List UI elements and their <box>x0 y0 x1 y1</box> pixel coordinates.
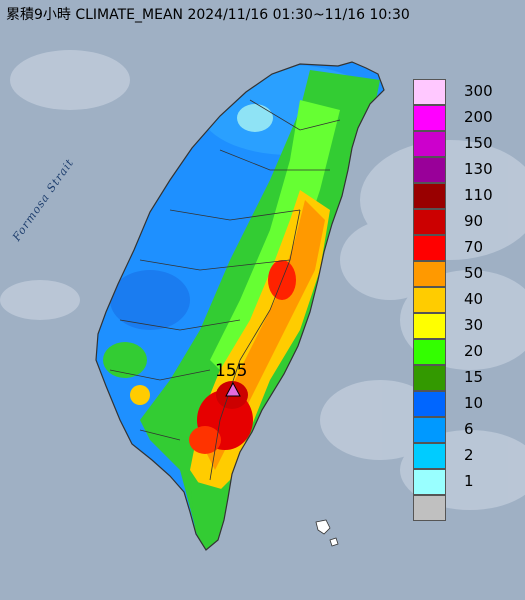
legend-item: 1 <box>413 469 525 495</box>
legend-item: 70 <box>413 235 525 261</box>
legend-swatch <box>413 157 446 183</box>
legend-item: 110 <box>413 183 525 209</box>
orchid-island <box>329 537 339 547</box>
legend-label: 2 <box>464 446 474 464</box>
legend-swatch <box>413 495 446 521</box>
legend-label: 6 <box>464 420 474 438</box>
legend-item: 20 <box>413 339 525 365</box>
county-boundaries <box>109 99 341 481</box>
legend-swatch <box>413 235 446 261</box>
legend-item: 150 <box>413 131 525 157</box>
max-rainfall-marker <box>225 381 241 397</box>
legend-swatch <box>413 417 446 443</box>
legend-label: 20 <box>464 342 484 360</box>
legend-item: 200 <box>413 105 525 131</box>
legend-label: 10 <box>464 394 484 412</box>
legend-label: 90 <box>464 212 484 230</box>
legend-item <box>413 495 525 521</box>
legend-item: 15 <box>413 365 525 391</box>
legend-label: 1 <box>464 472 474 490</box>
legend-item: 130 <box>413 157 525 183</box>
green-island <box>315 519 331 535</box>
max-value-label: 155 <box>215 361 248 381</box>
legend-item: 40 <box>413 287 525 313</box>
legend-swatch <box>413 183 446 209</box>
legend-item: 50 <box>413 261 525 287</box>
legend-swatch <box>413 287 446 313</box>
legend-item: 10 <box>413 391 525 417</box>
legend-label: 40 <box>464 290 484 308</box>
legend-label: 30 <box>464 316 484 334</box>
legend-item: 90 <box>413 209 525 235</box>
legend-label: 110 <box>464 186 493 204</box>
legend-item: 30 <box>413 313 525 339</box>
legend-swatch <box>413 131 446 157</box>
legend-swatch <box>413 313 446 339</box>
legend-swatch <box>413 365 446 391</box>
legend-label: 200 <box>464 108 493 126</box>
legend-item: 6 <box>413 417 525 443</box>
legend-swatch <box>413 469 446 495</box>
legend-label: 15 <box>464 368 484 386</box>
taiwan-outline <box>95 61 385 551</box>
legend-item: 2 <box>413 443 525 469</box>
legend-swatch <box>413 261 446 287</box>
legend-label: 130 <box>464 160 493 178</box>
legend-swatch <box>413 105 446 131</box>
legend-label: 300 <box>464 82 493 100</box>
legend-swatch <box>413 391 446 417</box>
legend-label: 150 <box>464 134 493 152</box>
legend-swatch <box>413 443 446 469</box>
legend-label: 70 <box>464 238 484 256</box>
legend-item: 300 <box>413 79 525 105</box>
legend-swatch <box>413 209 446 235</box>
map-title: 累積9小時 CLIMATE_MEAN 2024/11/16 01:30~11/1… <box>6 7 410 23</box>
legend-swatch <box>413 79 446 105</box>
legend-label: 50 <box>464 264 484 282</box>
legend-swatch <box>413 339 446 365</box>
rainfall-legend: 300 200 150 130 110 90 70 50 40 30 20 15… <box>413 79 525 521</box>
